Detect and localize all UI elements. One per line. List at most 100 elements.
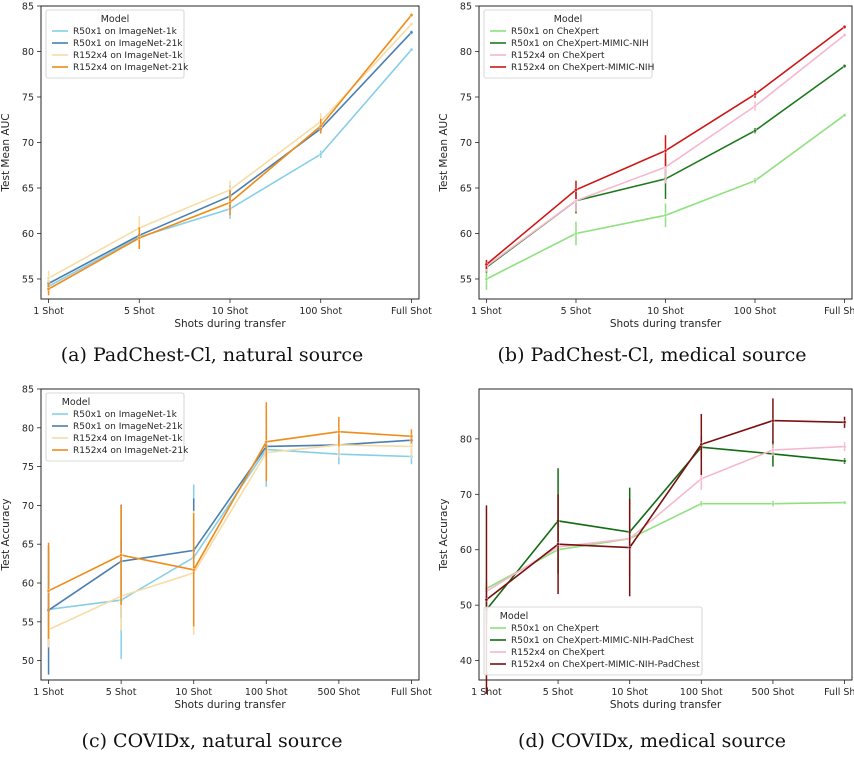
- data-point: [46, 276, 51, 280]
- legend-entry: R152x4 on ImageNet-1k: [73, 434, 183, 444]
- x-axis-label: Shots during transfer: [174, 699, 286, 711]
- data-point: [574, 188, 578, 192]
- series-4: [484, 25, 847, 269]
- data-point: [699, 476, 704, 481]
- series-line: [48, 444, 412, 631]
- x-tick-label: 10 Shot: [647, 306, 684, 317]
- x-tick-label: 100 Shot: [734, 306, 777, 317]
- data-point: [228, 200, 232, 205]
- legend-entry: R50x1 on ImageNet-21k: [73, 422, 183, 432]
- y-axis-label: Test Accuracy: [0, 499, 12, 572]
- data-point: [753, 104, 757, 108]
- legend-entry: R152x4 on CheXpert-MIMIC-NIH: [511, 63, 654, 73]
- x-tick-label: 1 Shot: [33, 687, 64, 698]
- y-tick-label: 75: [22, 92, 34, 103]
- data-point: [409, 444, 414, 449]
- legend: Model R50x1 on CheXpert R50x1 on CheXpert-…: [483, 9, 654, 79]
- panel-caption: (a) PadChest-Cl, natural source: [61, 344, 364, 366]
- y-tick-label: 70: [22, 138, 34, 149]
- data-point: [627, 545, 632, 550]
- data-point: [842, 64, 847, 68]
- legend-entry: R50x1 on ImageNet-1k: [73, 27, 178, 37]
- y-tick-label: 65: [22, 540, 34, 551]
- y-tick-label: 80: [22, 47, 34, 58]
- x-tick-label: Full Shot: [824, 306, 854, 317]
- data-point: [753, 92, 757, 97]
- x-axis-label: Shots during transfer: [610, 699, 722, 711]
- y-axis-label: Test Accuracy: [438, 499, 450, 572]
- y-tick-label: 80: [22, 423, 34, 434]
- data-point: [337, 429, 341, 434]
- chart-panel-3: 50 55 60 65 70 75 80 85 1 Shot 5 Shot 10 Shot 100 S…: [0, 385, 432, 753]
- y-tick-label: 65: [460, 183, 472, 194]
- data-point: [484, 277, 489, 281]
- y-tick-label: 80: [460, 434, 472, 445]
- data-point: [699, 442, 704, 447]
- legend-box: [483, 606, 703, 676]
- x-tick-label: 5 Shot: [124, 306, 155, 317]
- x-tick-label: Full Shot: [824, 687, 854, 698]
- data-point: [842, 500, 847, 505]
- y-tick-label: 75: [460, 92, 472, 103]
- panel-caption: (c) COVIDx, natural source: [82, 730, 343, 752]
- legend-title: Model: [500, 611, 529, 622]
- data-point: [842, 25, 847, 29]
- x-tick-label: 1 Shot: [471, 306, 502, 317]
- legend-entry: R152x4 on CheXpert-MIMIC-NIH-PadChest: [511, 660, 700, 670]
- data-point: [264, 439, 269, 444]
- data-point: [119, 553, 123, 557]
- legend-entry: R50x1 on CheXpert: [511, 27, 599, 37]
- legend-entry: R152x4 on ImageNet-1k: [73, 51, 183, 61]
- data-point: [753, 128, 757, 133]
- y-tick-label: 55: [22, 274, 34, 285]
- data-point: [409, 22, 414, 26]
- y-axis-label: Test Mean AUC: [0, 113, 12, 192]
- x-tick-label: 10 Shot: [175, 687, 212, 698]
- series-line: [486, 419, 845, 601]
- legend-entry: R152x4 on CheXpert: [511, 648, 605, 658]
- data-point: [191, 568, 196, 572]
- y-tick-label: 60: [460, 229, 472, 240]
- panel-caption: (d) COVIDx, medical source: [518, 730, 786, 752]
- data-point: [46, 588, 51, 593]
- data-point: [663, 213, 668, 218]
- series-4: [46, 402, 414, 639]
- legend-entry: R152x4 on ImageNet-21k: [73, 446, 189, 456]
- x-tick-label: 10 Shot: [212, 306, 249, 317]
- y-tick-label: 85: [22, 2, 34, 13]
- x-tick-label: 10 Shot: [611, 687, 648, 698]
- y-tick-label: 65: [22, 183, 34, 194]
- x-tick-label: 100 Shot: [299, 306, 342, 317]
- data-point: [409, 47, 414, 52]
- data-point: [318, 152, 323, 157]
- x-tick-label: 5 Shot: [543, 687, 574, 698]
- series-line: [485, 446, 845, 611]
- y-tick-label: 85: [460, 2, 472, 13]
- data-point: [771, 501, 775, 506]
- legend-entry: R50x1 on ImageNet-21k: [73, 39, 183, 49]
- x-tick-label: 100 Shot: [245, 687, 288, 698]
- legend-entry: R50x1 on CheXpert: [511, 624, 599, 634]
- data-point: [842, 33, 847, 37]
- series-1: [484, 113, 847, 290]
- series-line: [48, 439, 412, 611]
- data-point: [409, 30, 414, 35]
- legend-title: Model: [62, 397, 91, 408]
- data-point: [842, 113, 847, 117]
- x-axis-label: Shots during transfer: [610, 318, 722, 330]
- series-4: [46, 13, 414, 296]
- x-tick-label: 100 Shot: [680, 687, 723, 698]
- y-tick-label: 80: [460, 47, 472, 58]
- series-line: [486, 501, 845, 590]
- y-tick-label: 60: [22, 579, 34, 590]
- legend-entry: R50x1 on ImageNet-1k: [73, 410, 178, 420]
- data-point: [663, 148, 668, 153]
- data-point: [842, 420, 847, 425]
- chart-panel-2: 55 60 65 70 75 80 85 1 Shot 5 Shot 10 Shot 100 Sho…: [438, 2, 854, 367]
- data-point: [842, 459, 847, 463]
- data-point: [318, 124, 323, 128]
- legend: Model R50x1 on CheXpert R50x1 on CheXpert-…: [483, 606, 703, 676]
- data-point: [484, 262, 489, 267]
